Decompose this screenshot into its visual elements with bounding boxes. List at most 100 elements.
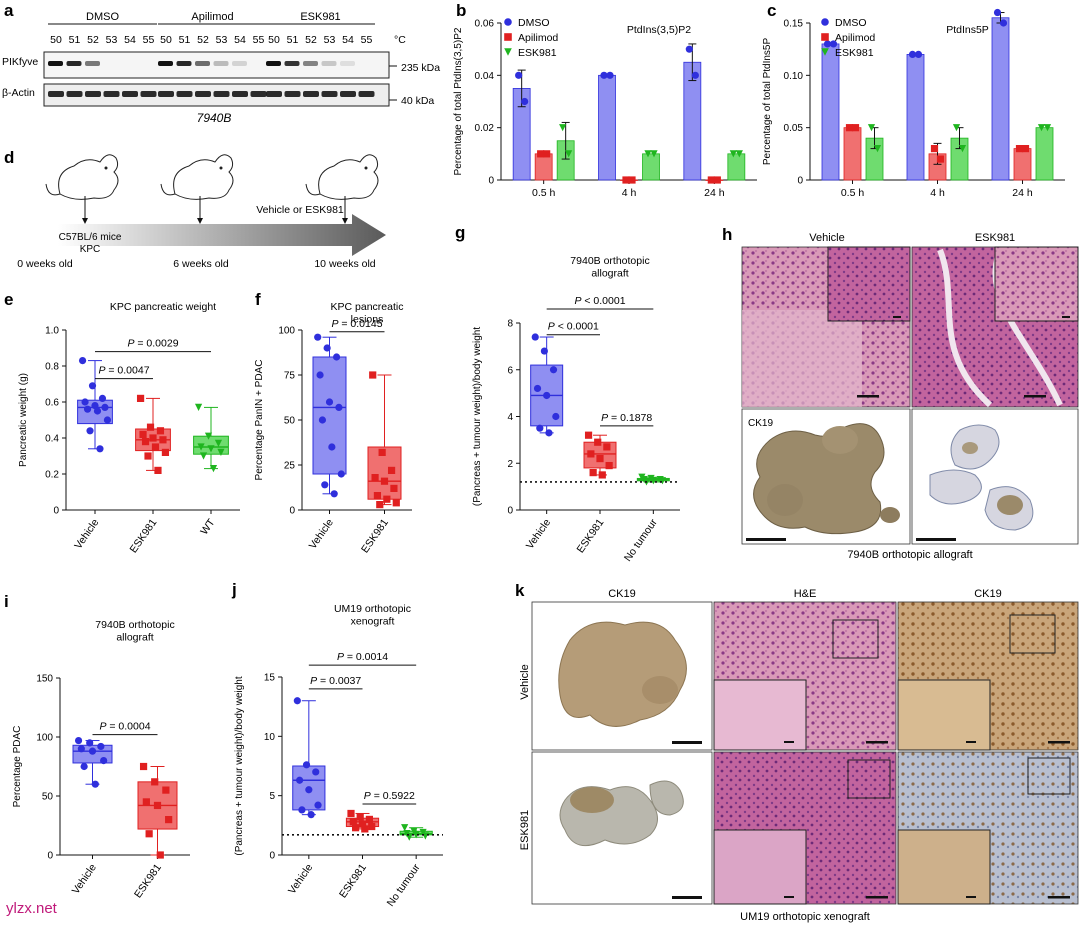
data-point — [146, 423, 155, 431]
data-point — [368, 822, 376, 831]
panel-letter: j — [231, 580, 237, 599]
blot-band-actin — [195, 91, 211, 97]
legend-marker — [821, 48, 829, 56]
data-point — [91, 780, 99, 788]
scale-bar — [672, 896, 702, 899]
blot-band-actin — [340, 91, 356, 97]
y-tick-label: 50 — [42, 792, 54, 803]
data-point — [356, 813, 364, 821]
data-point — [914, 50, 923, 59]
data-point — [873, 145, 882, 153]
scale-bar — [1062, 316, 1070, 318]
x-tick-label: Vehicle — [286, 862, 315, 897]
p-value-text: P — [98, 365, 105, 377]
data-point — [312, 768, 320, 776]
y-tick-label: 8 — [507, 319, 513, 330]
data-point — [328, 443, 336, 451]
bar — [727, 153, 746, 181]
ck19-row-label: CK19 — [748, 418, 773, 429]
data-point — [323, 344, 331, 352]
legend-marker — [504, 18, 512, 26]
legend-label: Apilimod — [518, 32, 558, 44]
mouse-outline — [58, 154, 119, 200]
blot-group-label: Apilimod — [191, 11, 233, 23]
data-point — [86, 427, 94, 435]
x-tick-label: Vehicle — [72, 517, 101, 552]
watermark: ylzx.net — [6, 900, 57, 917]
chart-b: 0 0.02 0.04 0.06 Percentage of total PtdIns(… — [453, 1, 757, 199]
x-tick-label: 24 h — [1012, 187, 1033, 199]
scale-bar — [1048, 896, 1070, 899]
data-point — [628, 176, 636, 184]
scale-bar — [746, 538, 786, 541]
data-point — [349, 818, 357, 826]
blot-temp-label: 51 — [69, 34, 81, 46]
p-value-text: < 0.0001 — [581, 295, 625, 307]
y-tick-label: 75 — [284, 371, 296, 382]
x-tick-label: No tumour — [385, 861, 423, 908]
data-point — [141, 438, 150, 446]
scale-bar — [784, 896, 794, 898]
y-tick-label: 0 — [289, 506, 295, 517]
blot-temp-label: 50 — [160, 34, 172, 46]
data-point — [316, 371, 324, 379]
k-esk981-he-box — [847, 759, 891, 799]
blot-band-actin — [213, 91, 230, 97]
p-value-label: P = 0.0004 — [99, 721, 150, 733]
data-point — [217, 448, 225, 456]
bar — [991, 17, 1010, 181]
data-point — [515, 71, 523, 79]
data-point — [307, 811, 315, 819]
legend-label: DMSO — [518, 17, 550, 29]
panel-letter: c — [767, 1, 776, 20]
ck19-esk981-brown — [997, 495, 1023, 515]
data-point — [88, 747, 97, 755]
data-point — [136, 394, 145, 402]
blot-band — [158, 61, 173, 66]
scale-bar — [784, 741, 794, 743]
chart-title: allograft — [591, 268, 628, 280]
blot-temp-label: 53 — [324, 34, 336, 46]
data-point — [735, 150, 743, 158]
chart-e: 0 0.2 0.4 0.6 0.8 1.0 Pancreatic weight (g) e KP… — [4, 290, 240, 555]
blot-band — [48, 61, 63, 66]
data-point — [156, 851, 164, 859]
blot-band-actin — [358, 91, 375, 97]
data-point — [376, 501, 384, 509]
y-tick-label: 0 — [488, 176, 494, 187]
blot-temp-label: 52 — [305, 34, 317, 46]
age-label: 10 weeks old — [314, 258, 375, 270]
bar — [642, 153, 660, 181]
scale-bar — [1048, 741, 1070, 744]
p-value-text: = 0.0145 — [338, 318, 382, 330]
data-point — [537, 150, 545, 158]
data-point — [78, 357, 87, 365]
data-point — [930, 145, 939, 153]
blot-temp-label: 50 — [268, 34, 280, 46]
legend-label: Apilimod — [835, 32, 875, 44]
y-tick-label: 0.04 — [475, 71, 495, 82]
data-point — [81, 398, 89, 406]
data-point — [387, 466, 396, 474]
x-tick-label: Vehicle — [70, 862, 99, 897]
blot-group-label: ESK981 — [300, 11, 340, 23]
data-point — [149, 434, 157, 442]
p-value-label: P < 0.0001 — [574, 295, 625, 307]
p-value-text: = 0.1878 — [608, 412, 652, 424]
blot-band — [340, 61, 355, 66]
p-value-label: P = 0.0047 — [98, 365, 149, 377]
data-point — [314, 801, 322, 809]
chart-title: PtdIns5P — [946, 24, 989, 36]
blot-band-actin — [284, 91, 301, 97]
p-value-label: P = 0.1878 — [601, 412, 652, 424]
blot-temp-label: 53 — [216, 34, 228, 46]
data-point — [330, 490, 338, 498]
data-point — [369, 371, 377, 379]
blot-group-label: DMSO — [86, 11, 119, 23]
data-point — [335, 403, 343, 411]
panel-h-col-vehicle: Vehicle — [809, 232, 844, 244]
data-point — [622, 176, 630, 184]
x-tick-label: 4 h — [622, 187, 637, 199]
p-value-text: P — [601, 412, 608, 424]
blot-row-label: PIKfyve — [2, 56, 38, 68]
